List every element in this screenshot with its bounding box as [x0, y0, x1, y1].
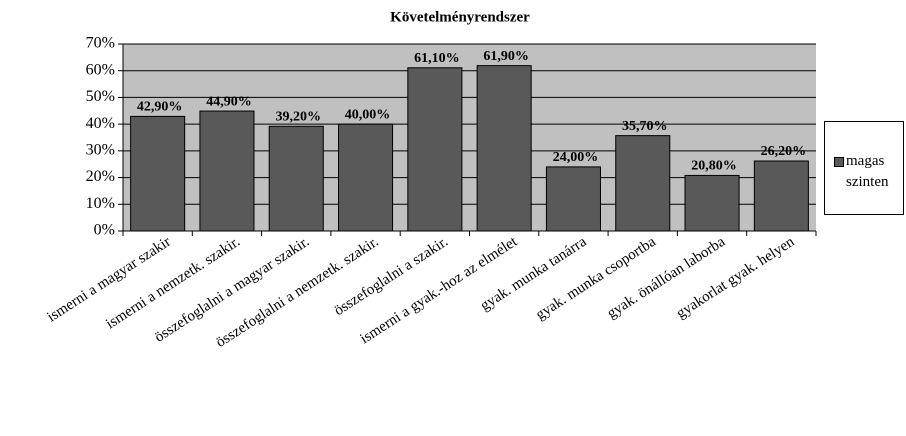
x-tick-label: gyak. munka csoportba: [533, 234, 659, 324]
y-tick-label: 60%: [86, 61, 115, 78]
y-tick-label: 20%: [86, 168, 115, 185]
bar: [407, 67, 463, 232]
legend: magas szinten: [824, 121, 904, 215]
y-tick-label: 50%: [86, 88, 115, 105]
value-label: 42,90%: [137, 100, 183, 115]
y-tick-label: 10%: [86, 195, 115, 212]
bar: [338, 123, 394, 232]
legend-label: magas szinten: [846, 153, 889, 190]
bar: [615, 135, 671, 232]
y-tick-label: 40%: [86, 115, 115, 132]
y-tick-label: 30%: [86, 142, 115, 159]
x-tick-label: gyak. önállóan laborba: [604, 234, 728, 322]
bar: [268, 125, 324, 232]
x-tick-label: összefoglalni a szakir.: [331, 234, 450, 319]
value-label: 24,00%: [553, 150, 599, 165]
value-label: 40,00%: [345, 107, 391, 122]
value-label: 61,10%: [414, 51, 460, 66]
bar: [684, 174, 740, 232]
value-label: 35,70%: [622, 119, 668, 134]
bar: [753, 160, 809, 232]
y-tick-label: 70%: [86, 35, 115, 52]
y-tick-label: 0%: [94, 222, 115, 239]
value-label: 61,90%: [483, 49, 529, 64]
bar: [130, 115, 186, 232]
bar: [476, 65, 532, 232]
bar: [545, 166, 601, 232]
bar: [199, 110, 255, 232]
chart-title: Követelményrendszer: [390, 9, 530, 25]
value-label: 44,90%: [206, 94, 252, 109]
value-label: 39,20%: [276, 109, 322, 124]
legend-swatch: [834, 157, 844, 167]
value-label: 20,80%: [691, 159, 737, 174]
value-label: 26,20%: [761, 144, 807, 159]
x-tick-label: ismerni a magyar szakir: [44, 234, 173, 326]
x-tick-label: gyakorlat gyak. helyen: [674, 234, 798, 322]
